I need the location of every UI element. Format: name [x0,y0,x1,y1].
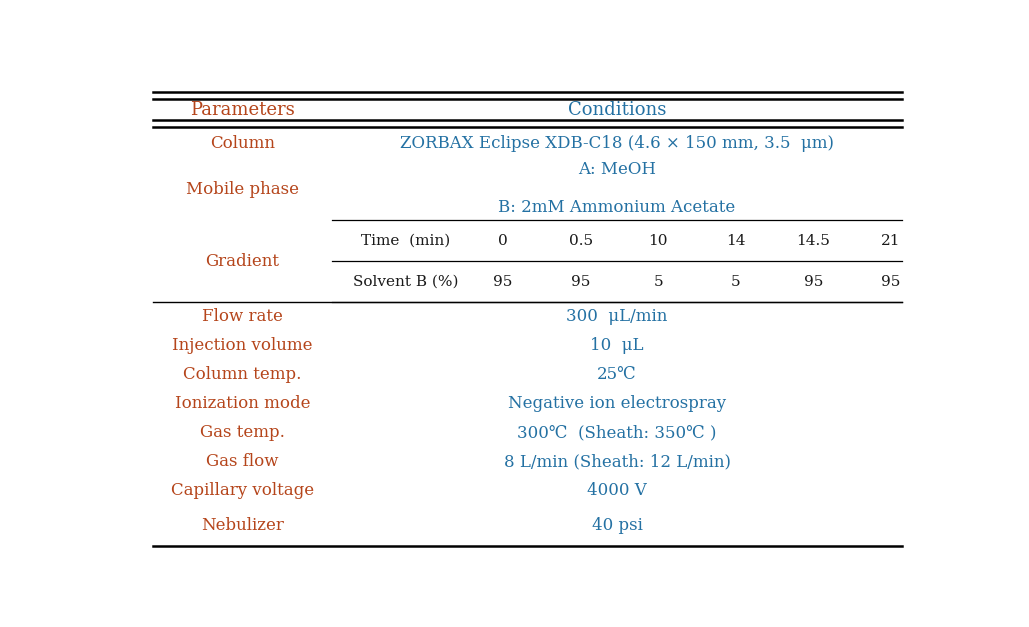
Text: Parameters: Parameters [190,100,294,119]
Text: 5: 5 [653,275,663,288]
Text: Nebulizer: Nebulizer [201,517,284,534]
Text: Column: Column [210,135,275,152]
Text: 4000 V: 4000 V [588,482,647,499]
Text: 95: 95 [493,275,512,288]
Text: A: MeOH: A: MeOH [578,162,657,179]
Text: Gradient: Gradient [205,253,279,270]
Text: 10  μL: 10 μL [591,337,644,354]
Text: Mobile phase: Mobile phase [186,181,298,198]
Text: 21: 21 [881,234,900,248]
Text: 0.5: 0.5 [569,234,593,248]
Text: Injection volume: Injection volume [172,337,313,354]
Text: ZORBAX Eclipse XDB-C18 (4.6 × 150 mm, 3.5  μm): ZORBAX Eclipse XDB-C18 (4.6 × 150 mm, 3.… [400,135,835,152]
Text: Capillary voltage: Capillary voltage [171,482,314,499]
Text: Time  (min): Time (min) [361,234,451,248]
Text: 300℃  (Sheath: 350℃ ): 300℃ (Sheath: 350℃ ) [518,424,717,441]
Text: 95: 95 [804,275,823,288]
Text: 14.5: 14.5 [796,234,830,248]
Text: Solvent B (%): Solvent B (%) [353,275,459,288]
Text: Negative ion electrospray: Negative ion electrospray [508,395,726,412]
Text: 95: 95 [881,275,900,288]
Text: 0: 0 [498,234,508,248]
Text: 25℃: 25℃ [597,366,637,383]
Text: 8 L/min (Sheath: 12 L/min): 8 L/min (Sheath: 12 L/min) [503,453,731,470]
Text: Conditions: Conditions [568,100,666,119]
Text: 95: 95 [571,275,591,288]
Text: 300  μL/min: 300 μL/min [566,308,668,325]
Text: Gas temp.: Gas temp. [200,424,285,441]
Text: Column temp.: Column temp. [183,366,301,383]
Text: B: 2mM Ammonium Acetate: B: 2mM Ammonium Acetate [498,199,736,216]
Text: Ionization mode: Ionization mode [175,395,310,412]
Text: 14: 14 [725,234,745,248]
Text: Gas flow: Gas flow [206,453,279,470]
Text: 10: 10 [648,234,668,248]
Text: 5: 5 [731,275,741,288]
Text: Flow rate: Flow rate [202,308,283,325]
Text: 40 psi: 40 psi [592,517,642,534]
